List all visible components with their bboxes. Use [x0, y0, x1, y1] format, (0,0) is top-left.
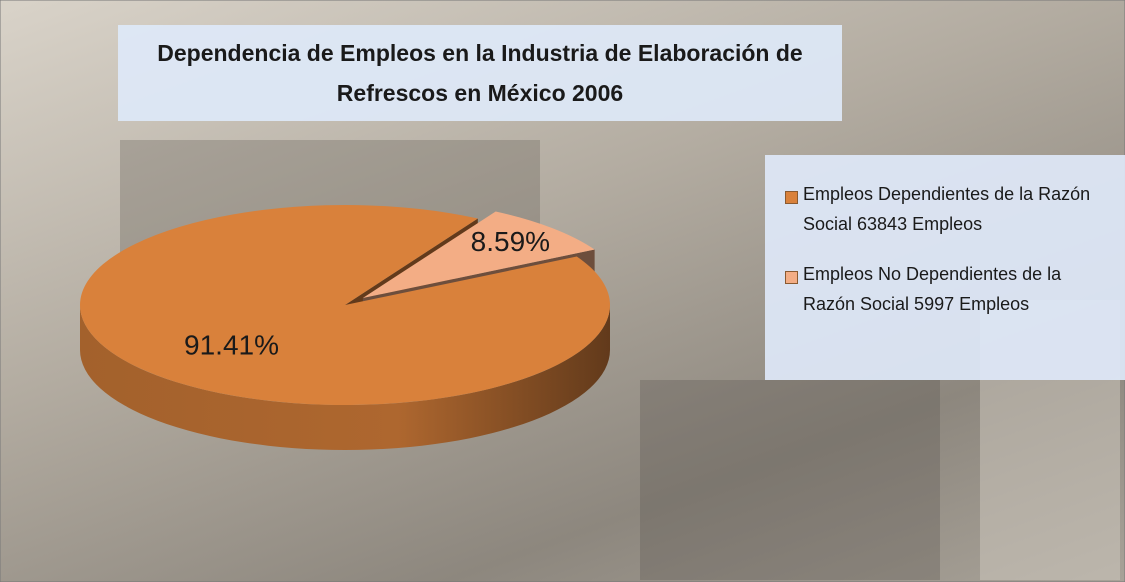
bg-shape — [640, 380, 940, 580]
legend-entry: Empleos Dependientes de la Razón Social … — [785, 184, 1125, 239]
slice — [80, 204, 611, 405]
legend-marker — [785, 271, 798, 284]
legend-marker — [785, 191, 798, 204]
legend-label: Empleos No Dependientes de la Razón Soci… — [803, 264, 1062, 314]
legend: Empleos Dependientes de la Razón Social … — [765, 155, 1125, 380]
legend-entry: Empleos No Dependientes de la Razón Soci… — [785, 264, 1125, 319]
data-label: 91.41% — [184, 329, 279, 360]
pie: 91.41% 8.59% — [80, 204, 611, 450]
data-label: 8.59% — [471, 226, 550, 257]
legend-label: Empleos Dependientes de la Razón Social … — [803, 184, 1091, 234]
slice-side — [80, 305, 610, 450]
slice — [362, 211, 595, 298]
chart-title: Dependencia de Empleos en la Industria d… — [118, 25, 842, 121]
